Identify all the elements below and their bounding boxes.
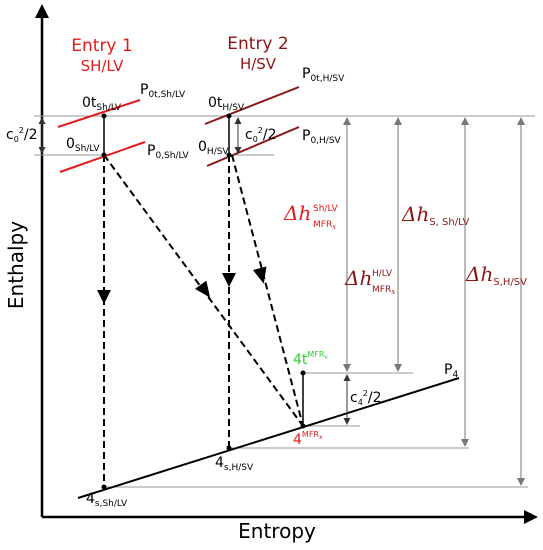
label-4-mfr: 4MFRx — [293, 430, 323, 448]
label-dh-mfr-sh: Δh Sh/LV MFRx — [283, 201, 338, 231]
y-axis-label: Enthalpy — [4, 221, 28, 309]
state-points — [101, 113, 306, 490]
label-dh-s-h: ΔhS,H/SV — [465, 262, 527, 288]
x-axis-arrowhead — [524, 510, 538, 524]
process-lines — [103, 154, 304, 487]
label-4s-h: 4s,H/SV — [215, 455, 254, 473]
entry2-title: Entry 2 — [227, 34, 288, 54]
label-p0t-h: P0t,H/SV — [302, 66, 345, 84]
reference-lines — [34, 115, 535, 488]
label-p0-sh: P0,Sh/LV — [147, 143, 190, 161]
label-0t-sh: 0tSh/LV — [82, 95, 122, 113]
label-c0-h: c02/2 — [245, 126, 277, 144]
label-4t-mfr: 4tMFRx — [293, 350, 328, 368]
isobar-p0-h — [206, 126, 300, 167]
label-0-sh: 0Sh/LV — [66, 136, 100, 154]
isobar-p0t-sh — [57, 99, 141, 128]
label-dh-mfr-h: ΔhH/LV MFRx — [344, 266, 395, 296]
label-p4: P4 — [444, 362, 458, 380]
label-0t-h: 0tH/SV — [208, 95, 245, 113]
label-p0t-sh: P0t,Sh/LV — [140, 82, 186, 100]
isobar-p0t-h — [204, 86, 300, 125]
entry1-subtitle: SH/LV — [81, 57, 125, 75]
label-dh-s-sh: ΔhS, Sh/LV — [401, 202, 470, 228]
x-axis-label: Entropy — [238, 519, 316, 543]
process-arrowheads — [97, 266, 267, 304]
delta-h-arrows — [343, 117, 525, 486]
y-axis-arrowhead — [35, 4, 49, 18]
label-4s-sh: 4s,Sh/LV — [86, 491, 128, 509]
label-c0-sh: c02/2 — [6, 126, 38, 144]
label-p0-h: P0,H/SV — [302, 128, 342, 146]
label-c4: c42/2 — [350, 389, 382, 407]
entry1-title: Entry 1 — [71, 36, 132, 56]
entry2-subtitle: H/SV — [240, 55, 277, 73]
label-0-h: 0H/SV — [198, 139, 229, 157]
isobar-p4 — [77, 377, 460, 499]
